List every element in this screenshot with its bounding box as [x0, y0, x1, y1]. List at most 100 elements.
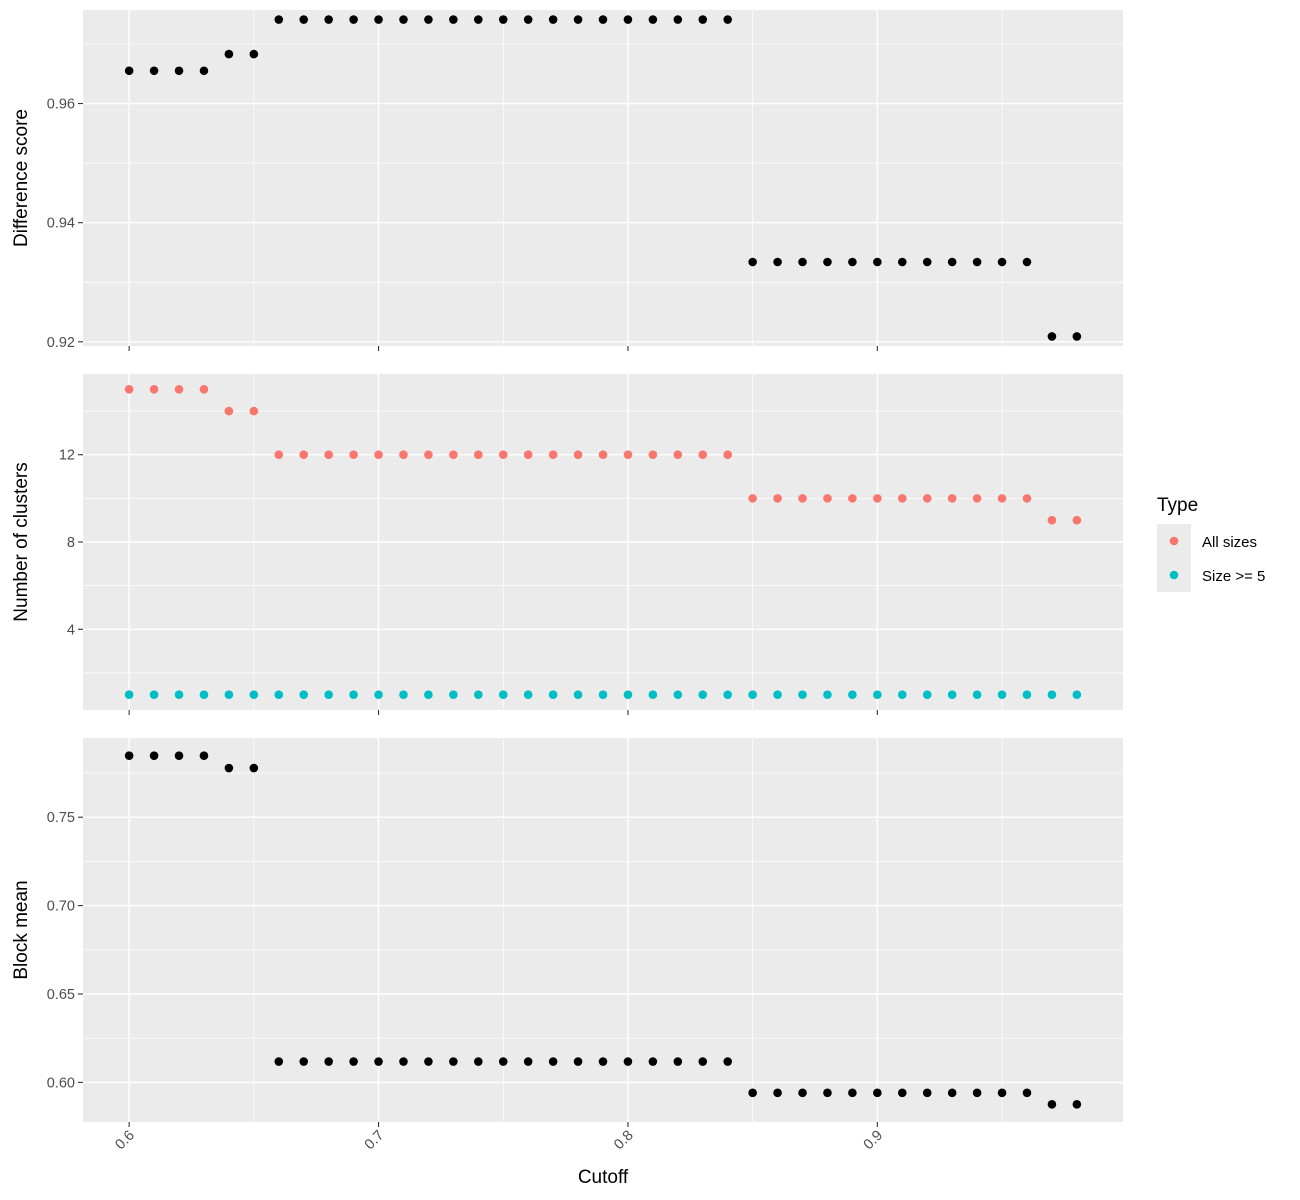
series-difference-score-0	[124, 15, 1082, 341]
data-point	[399, 450, 408, 460]
data-point	[349, 1057, 358, 1066]
data-point	[149, 751, 159, 760]
y-tick-label: 0.92	[47, 335, 75, 351]
data-point	[124, 384, 134, 394]
legend-key-all-sizes-marker	[1169, 536, 1179, 546]
data-point	[174, 384, 184, 394]
data-point	[1022, 494, 1032, 503]
data-point	[648, 1057, 658, 1066]
data-point	[897, 690, 907, 700]
y-tick-label: 12	[59, 448, 75, 464]
data-point	[274, 450, 284, 460]
data-point	[498, 450, 508, 460]
data-point	[823, 690, 832, 700]
data-point	[473, 15, 483, 24]
x-tick-label: 0.7	[362, 1128, 388, 1154]
y-axis-title-number-of-clusters: Number of clusters	[11, 462, 32, 621]
panel-number-of-clusters: 4 8 12 Number of clusters	[11, 374, 1123, 715]
data-point	[598, 1057, 608, 1066]
data-point	[473, 450, 483, 460]
data-point	[922, 690, 932, 700]
legend-key-size-5-marker	[1169, 570, 1179, 580]
data-point	[349, 15, 358, 24]
data-point	[498, 690, 508, 700]
data-point	[199, 384, 209, 394]
data-point	[673, 15, 683, 24]
data-point	[573, 15, 583, 24]
data-point	[773, 494, 782, 503]
data-point	[399, 690, 408, 700]
data-point	[124, 66, 134, 76]
data-point	[224, 406, 234, 416]
data-point	[124, 751, 134, 760]
data-point	[823, 1088, 832, 1098]
data-point	[748, 1088, 757, 1098]
data-point	[1047, 1100, 1057, 1109]
data-point	[324, 1057, 333, 1066]
data-point	[972, 690, 982, 700]
y-axis-title-block-mean: Block mean	[11, 880, 32, 979]
panel-block-mean: 0.60 0.65 0.70 0.75 Block mean	[11, 738, 1123, 1127]
data-point	[673, 450, 683, 460]
data-point	[748, 257, 757, 267]
data-point	[473, 1057, 483, 1066]
data-point	[1047, 690, 1057, 700]
legend: Type All sizes Size >= 5	[1157, 495, 1265, 592]
data-point	[798, 1088, 807, 1098]
data-point	[698, 450, 708, 460]
data-point	[698, 690, 708, 700]
data-point	[349, 690, 358, 700]
data-point	[997, 690, 1007, 700]
data-point	[823, 494, 832, 503]
data-point	[972, 257, 982, 267]
data-point	[1022, 1088, 1032, 1098]
data-point	[623, 450, 633, 460]
series-block-mean-0	[124, 751, 1082, 1109]
data-point	[673, 690, 683, 700]
data-point	[299, 15, 309, 24]
data-point	[997, 1088, 1007, 1098]
data-point	[723, 1057, 733, 1066]
data-point	[773, 1088, 782, 1098]
x-tick-label: 0.8	[611, 1128, 637, 1154]
data-point	[573, 1057, 583, 1066]
data-point	[947, 494, 957, 503]
y-tick-label: 4	[67, 622, 75, 638]
x-tick-label: 0.6	[112, 1128, 138, 1154]
data-point	[249, 690, 259, 700]
data-point	[773, 257, 782, 267]
data-point	[1047, 332, 1057, 341]
data-point	[798, 257, 807, 267]
data-point	[548, 690, 558, 700]
data-point	[1072, 1100, 1082, 1109]
data-point	[449, 15, 458, 24]
data-point	[449, 690, 458, 700]
data-point	[174, 690, 184, 700]
data-point	[199, 690, 209, 700]
data-point	[798, 494, 807, 503]
data-point	[274, 15, 284, 24]
data-point	[848, 1088, 857, 1098]
chart-panels: 0.92 0.94 0.96 Difference score 4 8 12 Number o…	[11, 10, 1123, 1153]
data-point	[723, 450, 733, 460]
data-point	[897, 494, 907, 503]
data-point	[873, 257, 882, 267]
data-point	[698, 1057, 708, 1066]
data-point	[374, 1057, 383, 1066]
data-point	[473, 690, 483, 700]
data-point	[299, 450, 309, 460]
data-point	[1072, 515, 1082, 525]
y-tick-label: 0.75	[47, 810, 75, 826]
data-point	[149, 66, 159, 76]
data-point	[848, 494, 857, 503]
data-point	[324, 450, 333, 460]
data-point	[224, 690, 234, 700]
y-tick-label: 0.70	[47, 899, 75, 915]
data-point	[149, 690, 159, 700]
data-point	[523, 1057, 533, 1066]
data-point	[972, 1088, 982, 1098]
data-point	[224, 763, 234, 773]
x-axis-title: Cutoff	[578, 1167, 629, 1188]
data-point	[424, 15, 433, 24]
data-point	[723, 15, 733, 24]
